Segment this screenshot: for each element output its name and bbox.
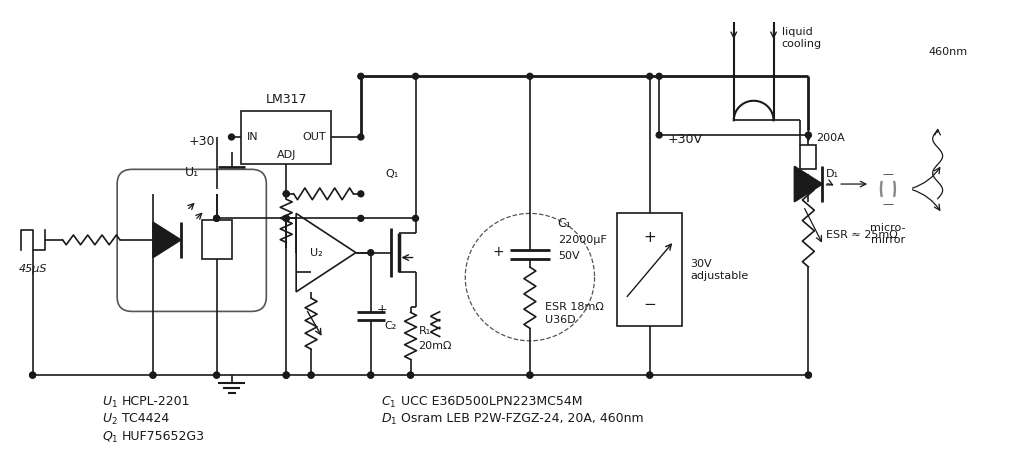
Text: $U_2$: $U_2$ xyxy=(102,412,118,428)
Circle shape xyxy=(213,372,219,378)
Circle shape xyxy=(655,132,661,138)
Circle shape xyxy=(283,372,289,378)
Circle shape xyxy=(308,372,314,378)
Text: −: − xyxy=(643,297,655,312)
Circle shape xyxy=(283,191,289,197)
Text: liquid
cooling: liquid cooling xyxy=(781,27,821,49)
Circle shape xyxy=(283,191,289,197)
Text: +: + xyxy=(643,230,655,245)
Text: U36D: U36D xyxy=(544,315,575,325)
Text: $Q_1$: $Q_1$ xyxy=(102,430,118,445)
Circle shape xyxy=(527,74,532,79)
Circle shape xyxy=(213,216,219,221)
Circle shape xyxy=(408,372,413,378)
Text: +30V: +30V xyxy=(666,133,701,147)
Circle shape xyxy=(805,132,810,138)
Text: Q₁: Q₁ xyxy=(385,169,398,179)
Text: 30V
adjustable: 30V adjustable xyxy=(689,259,748,281)
Circle shape xyxy=(308,372,314,378)
Text: C₂: C₂ xyxy=(384,321,396,331)
Circle shape xyxy=(150,372,156,378)
Text: $C_1$: $C_1$ xyxy=(380,395,395,410)
Circle shape xyxy=(213,216,219,221)
Text: LM317: LM317 xyxy=(265,92,307,106)
Text: ADJ: ADJ xyxy=(276,150,296,160)
Circle shape xyxy=(30,372,36,378)
Circle shape xyxy=(412,216,418,221)
Text: C₁: C₁ xyxy=(557,217,571,230)
Text: 460nm: 460nm xyxy=(927,46,966,57)
Circle shape xyxy=(655,74,661,79)
Text: U₂: U₂ xyxy=(310,248,322,258)
Circle shape xyxy=(283,216,289,221)
Circle shape xyxy=(646,372,652,378)
Text: U₁: U₁ xyxy=(184,166,199,179)
Text: HUF75652G3: HUF75652G3 xyxy=(122,430,205,443)
Circle shape xyxy=(527,372,532,378)
Circle shape xyxy=(408,372,413,378)
Bar xyxy=(800,145,815,169)
Text: micro-
mirror: micro- mirror xyxy=(869,223,905,245)
Text: ESR ≈ 25mΩ: ESR ≈ 25mΩ xyxy=(825,230,897,240)
Polygon shape xyxy=(153,222,180,258)
Circle shape xyxy=(805,372,810,378)
Circle shape xyxy=(368,372,373,378)
Text: 200A: 200A xyxy=(815,133,845,143)
Text: TC4424: TC4424 xyxy=(122,412,169,425)
Circle shape xyxy=(368,250,373,256)
Circle shape xyxy=(358,191,364,197)
Text: Osram LEB P2W-FZGZ-24, 20A, 460nm: Osram LEB P2W-FZGZ-24, 20A, 460nm xyxy=(400,412,643,425)
Text: +30: +30 xyxy=(189,135,215,148)
Circle shape xyxy=(228,134,234,140)
Text: 20mΩ: 20mΩ xyxy=(418,341,451,351)
Circle shape xyxy=(527,372,532,378)
Circle shape xyxy=(213,372,219,378)
Text: +: + xyxy=(376,303,387,316)
Text: UCC E36D500LPN223MC54M: UCC E36D500LPN223MC54M xyxy=(400,395,582,408)
Circle shape xyxy=(646,74,652,79)
FancyBboxPatch shape xyxy=(117,169,266,312)
Circle shape xyxy=(805,372,810,378)
Text: 22000μF: 22000μF xyxy=(557,235,606,245)
Text: ESR 18mΩ: ESR 18mΩ xyxy=(544,302,603,312)
Text: +: + xyxy=(492,244,503,259)
Circle shape xyxy=(30,372,36,378)
Circle shape xyxy=(358,74,364,79)
Text: D₁: D₁ xyxy=(825,169,839,179)
Circle shape xyxy=(646,372,652,378)
Circle shape xyxy=(368,372,373,378)
Text: 50V: 50V xyxy=(557,251,579,261)
Text: R₁: R₁ xyxy=(418,326,430,336)
Circle shape xyxy=(358,134,364,140)
Circle shape xyxy=(283,372,289,378)
Circle shape xyxy=(358,216,364,221)
Text: IN: IN xyxy=(247,132,258,142)
Circle shape xyxy=(283,372,289,378)
Text: OUT: OUT xyxy=(302,132,326,142)
Bar xyxy=(616,213,682,326)
Polygon shape xyxy=(296,213,356,292)
Polygon shape xyxy=(794,166,821,202)
Bar xyxy=(202,220,231,259)
Text: HCPL-2201: HCPL-2201 xyxy=(122,395,191,408)
Text: 45μS: 45μS xyxy=(18,264,47,274)
Text: $U_1$: $U_1$ xyxy=(102,395,118,410)
Text: $D_1$: $D_1$ xyxy=(380,412,396,428)
Circle shape xyxy=(150,372,156,378)
Circle shape xyxy=(283,216,289,221)
Circle shape xyxy=(412,74,418,79)
Bar xyxy=(242,110,330,165)
